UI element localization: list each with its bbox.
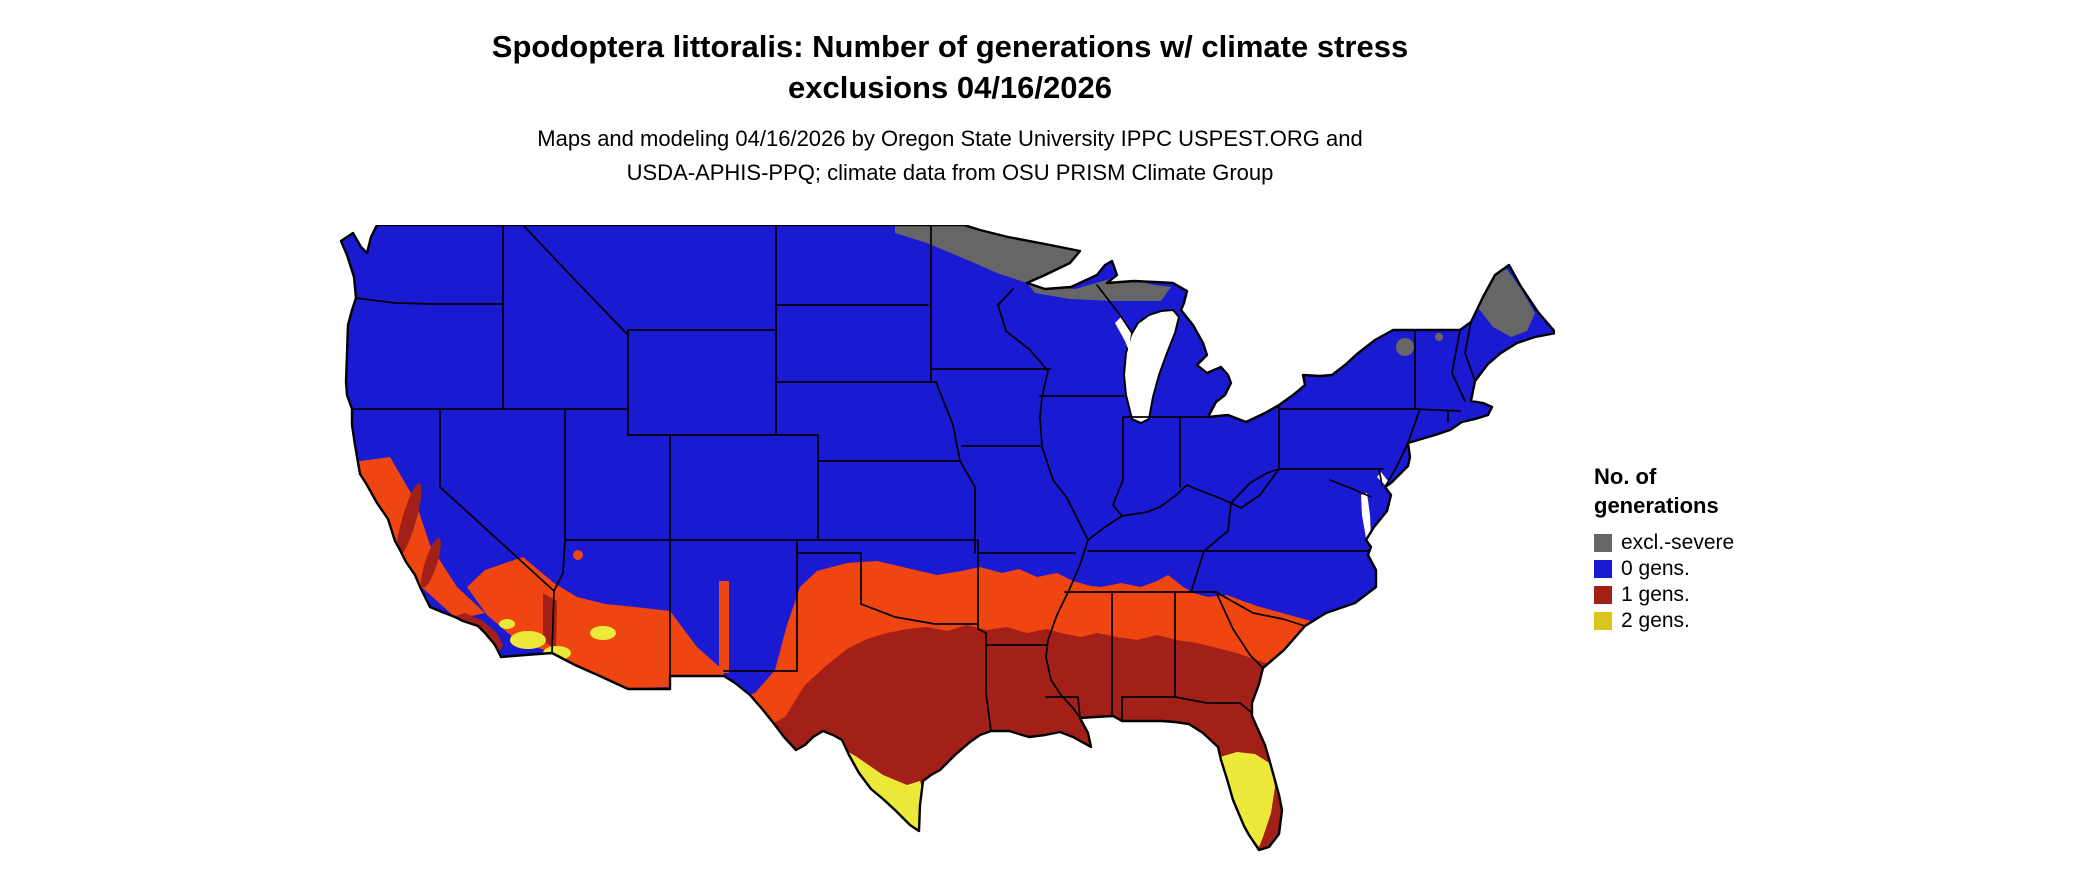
- legend-label-0-gens: 0 gens.: [1621, 557, 1690, 580]
- map-legend: No. of generations excl.-severe 0 gens. …: [1594, 462, 1834, 634]
- legend-swatch-excl-severe: [1594, 534, 1612, 552]
- legend-row-0-gens: 0 gens.: [1594, 556, 1834, 582]
- legend-swatch-2-gens: [1594, 612, 1612, 630]
- legend-label-2-gens: 2 gens.: [1621, 609, 1690, 632]
- legend-swatch-1-gens: [1594, 586, 1612, 604]
- map-title-line2: exclusions 04/16/2026: [787, 70, 1112, 105]
- us-map-svg: [339, 223, 1558, 852]
- legend-label-excl-severe: excl.-severe: [1621, 531, 1735, 554]
- map-subtitle-line2: USDA-APHIS-PPQ; climate data from OSU PR…: [626, 160, 1274, 185]
- map-subtitle: Maps and modeling 04/16/2026 by Oregon S…: [0, 122, 1900, 190]
- green-bay: [1115, 317, 1131, 351]
- legend-row-2-gens: 2 gens.: [1594, 608, 1834, 634]
- map-regions: [341, 225, 1555, 850]
- legend-row-excl-severe: excl.-severe: [1594, 530, 1834, 556]
- lake-michigan: [1122, 308, 1181, 425]
- legend-label-1-gens: 1 gens.: [1621, 583, 1690, 606]
- legend-row-1-gens: 1 gens.: [1594, 582, 1834, 608]
- map-title: Spodoptera littoralis: Number of generat…: [0, 26, 1900, 108]
- map-title-line1: Spodoptera littoralis: Number of generat…: [491, 29, 1409, 64]
- state-borders: [351, 224, 1476, 732]
- legend-title-line1: No. of: [1594, 464, 1657, 489]
- inland-water: [1115, 308, 1388, 538]
- us-outline: [339, 223, 1558, 852]
- map-subtitle-line1: Maps and modeling 04/16/2026 by Oregon S…: [537, 126, 1363, 151]
- legend-swatch-0-gens: [1594, 560, 1612, 578]
- legend-title: No. of generations: [1594, 462, 1834, 520]
- region-0-generations: [341, 225, 1555, 850]
- chesapeake-bay: [1361, 493, 1371, 538]
- legend-title-line2: generations: [1594, 493, 1719, 518]
- us-map: [335, 223, 1558, 885]
